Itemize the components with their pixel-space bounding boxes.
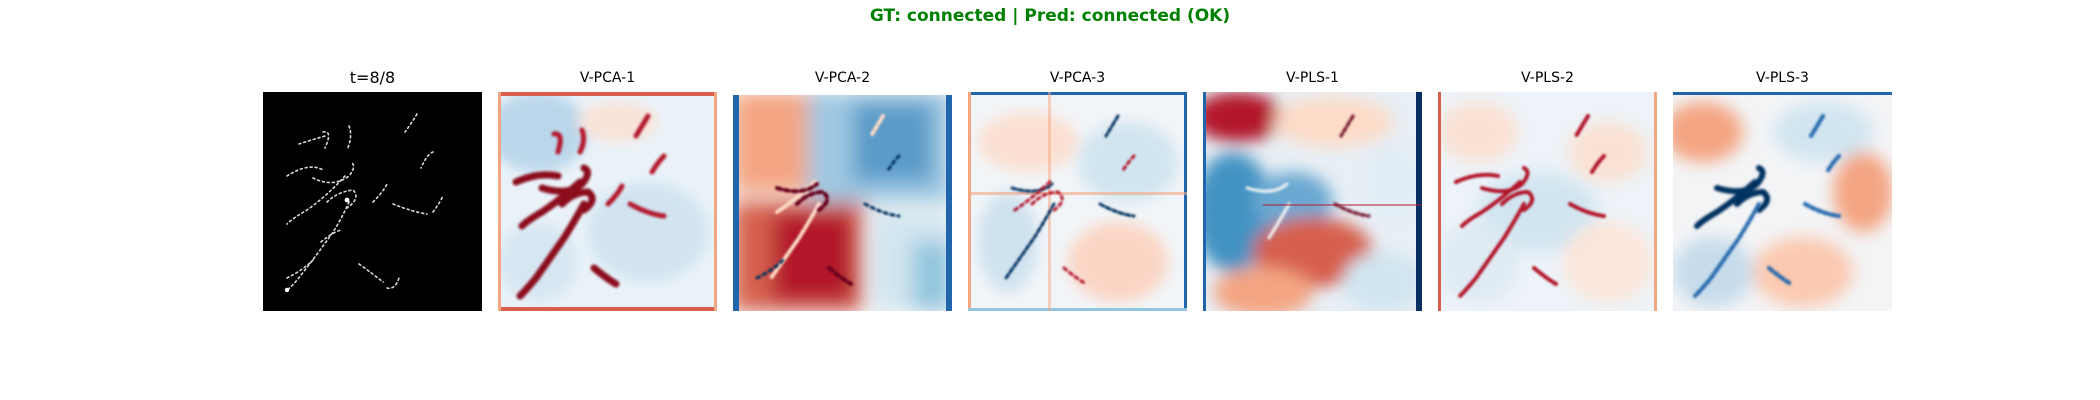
panel-title-vpls-2: V-PLS-2: [1521, 70, 1574, 86]
heatmap-vpls-2: [1438, 92, 1657, 311]
input-image-panel: [263, 92, 482, 311]
panel-title-vpca-3: V-PCA-3: [1049, 70, 1106, 86]
heatmap-vpca-3-image: [968, 92, 1187, 311]
input-image: [263, 92, 482, 311]
heatmap-vpls-3: [1673, 92, 1892, 311]
heatmap-vpls-1-image: [1203, 92, 1422, 311]
heatmap-vpca-2: [733, 92, 952, 311]
panel-title-vpls-1: V-PLS-1: [1286, 70, 1339, 86]
figure-suptitle: GT: connected | Pred: connected (OK): [869, 6, 1231, 26]
heatmap-vpca-2-image: [733, 92, 952, 311]
heatmap-vpca-3: [968, 92, 1187, 311]
panel-title-vpca-2: V-PCA-2: [814, 70, 871, 86]
panel-title-vpls-3: V-PLS-3: [1756, 70, 1809, 86]
heatmap-vpls-2-image: [1438, 92, 1657, 311]
panel-title-vpca-1: V-PCA-1: [579, 70, 636, 86]
heatmap-vpca-1: [498, 92, 717, 311]
heatmap-vpca-1-image: [498, 92, 717, 311]
heatmap-vpls-3-image: [1673, 92, 1892, 311]
panel-title-input: t=8/8: [349, 68, 396, 87]
heatmap-vpls-1: [1203, 92, 1422, 311]
